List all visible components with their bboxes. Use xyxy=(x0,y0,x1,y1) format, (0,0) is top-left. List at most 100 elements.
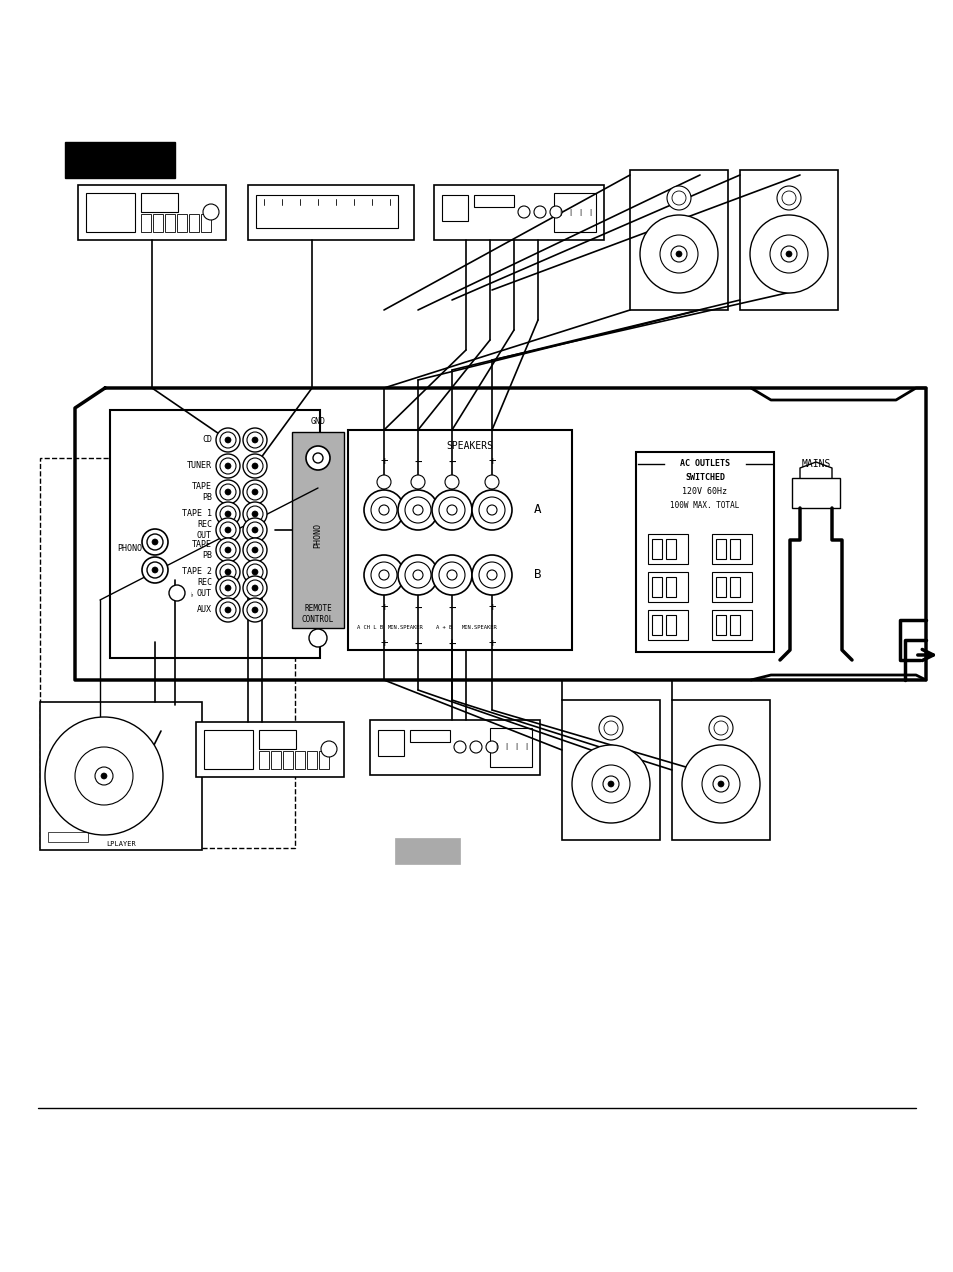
Circle shape xyxy=(247,522,263,538)
Circle shape xyxy=(785,251,791,257)
Bar xyxy=(86,193,135,232)
Circle shape xyxy=(45,717,163,834)
Bar xyxy=(294,750,305,770)
Circle shape xyxy=(666,186,690,210)
Text: PHONO: PHONO xyxy=(314,524,322,548)
Text: SPEAKERS: SPEAKERS xyxy=(446,441,493,452)
Circle shape xyxy=(225,547,231,553)
Circle shape xyxy=(517,206,530,218)
Text: PHONO: PHONO xyxy=(117,544,142,553)
Circle shape xyxy=(405,562,431,588)
Circle shape xyxy=(670,245,686,262)
Bar xyxy=(716,539,725,558)
Circle shape xyxy=(220,563,235,580)
Circle shape xyxy=(215,560,240,584)
Bar xyxy=(729,614,740,635)
Circle shape xyxy=(252,463,257,469)
Circle shape xyxy=(243,560,267,584)
Circle shape xyxy=(215,454,240,478)
Bar xyxy=(318,750,329,770)
Circle shape xyxy=(247,563,263,580)
Bar xyxy=(716,614,725,635)
Circle shape xyxy=(413,505,422,515)
Circle shape xyxy=(215,576,240,600)
Circle shape xyxy=(432,490,472,530)
Bar xyxy=(434,184,603,240)
Circle shape xyxy=(101,773,107,778)
Text: TUNER: TUNER xyxy=(187,462,212,471)
Circle shape xyxy=(252,488,257,495)
Circle shape xyxy=(203,204,219,220)
Circle shape xyxy=(681,745,760,823)
Circle shape xyxy=(486,505,497,515)
Text: |: | xyxy=(523,744,528,750)
Circle shape xyxy=(718,781,723,787)
Circle shape xyxy=(243,598,267,622)
Bar xyxy=(48,832,88,842)
Bar xyxy=(40,458,294,848)
Text: +: + xyxy=(380,637,387,650)
Circle shape xyxy=(572,745,649,823)
Bar xyxy=(165,214,174,232)
Circle shape xyxy=(252,607,257,613)
Bar xyxy=(651,539,661,558)
Bar xyxy=(292,432,344,628)
Text: MIN.SPEAKER: MIN.SPEAKER xyxy=(461,626,497,631)
Circle shape xyxy=(603,721,618,735)
Text: −: − xyxy=(448,455,456,468)
Text: −: − xyxy=(448,637,456,650)
Text: −: − xyxy=(414,602,421,614)
Circle shape xyxy=(671,191,685,205)
Bar xyxy=(152,214,163,232)
Circle shape xyxy=(225,463,231,469)
Text: 100W MAX. TOTAL: 100W MAX. TOTAL xyxy=(670,501,739,510)
Circle shape xyxy=(247,458,263,474)
Bar xyxy=(791,478,840,508)
Text: |: | xyxy=(494,744,497,750)
Circle shape xyxy=(225,511,231,516)
Text: |: | xyxy=(578,209,581,215)
Circle shape xyxy=(215,538,240,562)
Circle shape xyxy=(364,555,403,595)
Text: TAPE
PB: TAPE PB xyxy=(192,482,212,501)
Circle shape xyxy=(243,480,267,504)
Text: 120V 60Hz: 120V 60Hz xyxy=(681,487,727,496)
Circle shape xyxy=(243,538,267,562)
Text: LPLAYER: LPLAYER xyxy=(106,841,135,847)
Circle shape xyxy=(713,721,727,735)
Bar xyxy=(258,750,269,770)
Circle shape xyxy=(313,453,323,463)
Bar xyxy=(651,577,661,597)
Bar xyxy=(711,534,751,563)
Circle shape xyxy=(215,598,240,622)
Circle shape xyxy=(225,607,231,613)
Text: B: B xyxy=(534,569,541,581)
Bar xyxy=(647,611,687,640)
Bar xyxy=(671,700,769,840)
Circle shape xyxy=(225,488,231,495)
Bar xyxy=(647,572,687,602)
Text: |: | xyxy=(503,744,508,750)
Bar xyxy=(410,730,450,742)
Text: AC OUTLETS: AC OUTLETS xyxy=(679,459,729,468)
Circle shape xyxy=(397,490,437,530)
Bar xyxy=(636,452,773,653)
Circle shape xyxy=(413,570,422,580)
Text: TAPE
PB: TAPE PB xyxy=(192,541,212,560)
Text: +: + xyxy=(488,455,496,468)
Text: ♭: ♭ xyxy=(190,591,194,598)
Bar xyxy=(283,750,293,770)
Text: +: + xyxy=(488,602,496,614)
Circle shape xyxy=(252,511,257,516)
Circle shape xyxy=(378,505,389,515)
Circle shape xyxy=(371,497,396,523)
Text: +: + xyxy=(380,455,387,468)
Circle shape xyxy=(152,567,158,572)
Text: GND: GND xyxy=(310,417,325,426)
Circle shape xyxy=(147,562,163,577)
Text: A CH L B: A CH L B xyxy=(356,626,382,631)
Circle shape xyxy=(378,570,389,580)
Circle shape xyxy=(152,539,158,544)
Circle shape xyxy=(769,235,807,273)
Circle shape xyxy=(447,570,456,580)
